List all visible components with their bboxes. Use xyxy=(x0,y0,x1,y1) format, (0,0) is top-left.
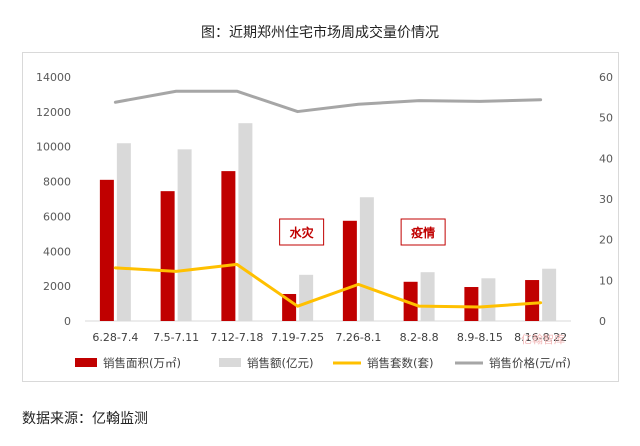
y-left-tick-label: 0 xyxy=(64,315,71,328)
bar-sales-amount xyxy=(542,268,557,321)
legend-label: 销售套数(套) xyxy=(367,356,433,370)
x-category-label: 7.12-7.18 xyxy=(210,331,263,344)
line-sales-price xyxy=(113,89,543,114)
y-left-tick-label: 12000 xyxy=(36,106,71,119)
x-category-label: 8.2-8.8 xyxy=(400,331,439,344)
y-right-tick-label: 20 xyxy=(599,234,613,247)
legend-label: 销售面积(万㎡) xyxy=(103,356,181,370)
bar-sales-area xyxy=(403,281,418,321)
y-right-tick-label: 0 xyxy=(599,315,606,328)
watermark-text: 亿翰智库 xyxy=(521,332,565,346)
x-category-label: 7.26-8.1 xyxy=(335,331,381,344)
bar-sales-amount xyxy=(359,197,374,321)
x-category-label: 8.16-8.22 xyxy=(514,331,567,344)
x-category-label: 7.5-7.11 xyxy=(153,331,199,344)
bar-sales-area xyxy=(221,171,236,321)
bar-sales-area xyxy=(464,287,479,321)
legend-label: 销售价格(元/㎡) xyxy=(489,356,571,370)
y-left-tick-label: 14000 xyxy=(36,71,71,84)
y-right-tick-label: 60 xyxy=(599,71,613,84)
bar-sales-amount xyxy=(420,272,435,321)
y-right-tick-label: 40 xyxy=(599,152,613,165)
x-category-label: 7.19-7.25 xyxy=(271,331,324,344)
legend-swatch xyxy=(219,358,241,367)
data-source: 数据来源：亿翰监测 xyxy=(22,411,148,427)
bar-sales-amount xyxy=(299,274,314,321)
y-right-tick-label: 10 xyxy=(599,274,613,287)
bar-sales-amount xyxy=(177,149,192,321)
annotation-box xyxy=(279,218,325,246)
chart-svg: 0 2000 4000 6000 8000 10000 12000 14000 0 10 20 30 4… xyxy=(36,71,613,370)
y-left-tick-label: 8000 xyxy=(43,176,71,189)
bar-sales-amount xyxy=(481,278,496,321)
line-sales-count xyxy=(113,262,543,309)
y-right-tick-label: 50 xyxy=(599,112,613,125)
legend-swatch xyxy=(75,358,97,367)
bar-sales-area xyxy=(160,191,175,321)
annotation-label: 疫情 xyxy=(411,225,435,240)
chart-frame: 0 2000 4000 6000 8000 10000 12000 14000 0 10 20 30 4… xyxy=(22,52,619,382)
y-left-tick-label: 2000 xyxy=(43,280,71,293)
x-category-label: 6.28-7.4 xyxy=(92,331,138,344)
y-left-tick-label: 4000 xyxy=(43,245,71,258)
bar-sales-area xyxy=(99,179,114,321)
bar-sales-amount xyxy=(238,123,253,321)
legend-label: 销售额(亿元) xyxy=(247,356,313,370)
y-left-tick-label: 6000 xyxy=(43,210,71,223)
bar-sales-area xyxy=(525,280,540,321)
y-left-tick-label: 10000 xyxy=(36,141,71,154)
bar-sales-amount xyxy=(116,143,131,321)
bar-sales-area xyxy=(282,293,297,321)
annotation-box xyxy=(400,218,446,246)
x-category-label: 8.9-8.15 xyxy=(457,331,503,344)
annotation-label: 水灾 xyxy=(290,225,315,240)
y-right-tick-label: 30 xyxy=(599,193,613,206)
chart-title: 图：近期郑州住宅市场周成交量价情况 xyxy=(201,25,439,41)
bar-sales-area xyxy=(342,220,357,321)
